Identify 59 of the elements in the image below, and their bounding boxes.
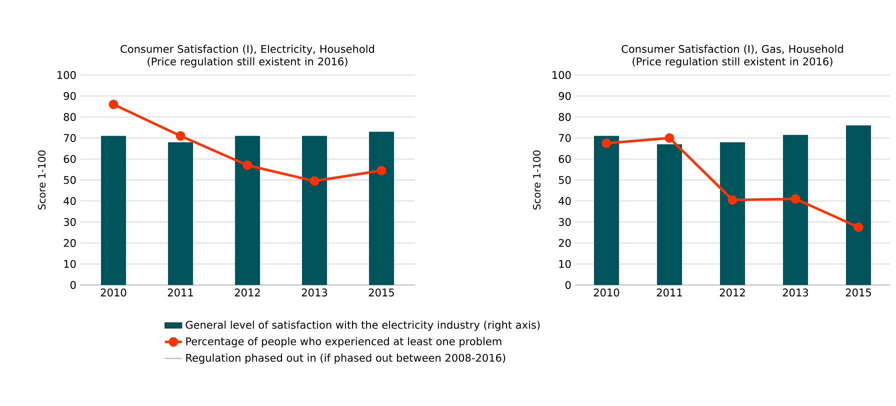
y-tick-label: 0 [565, 281, 571, 289]
chart-title: Consumer Satisfaction (I), Gas, Household (Price regulation still existent in 2016) [622, 44, 843, 68]
point [376, 166, 386, 176]
point [176, 131, 186, 141]
y-tick-label: 50 [558, 176, 571, 184]
y-tick-label: 100 [58, 71, 76, 79]
y-tick-label: 20 [558, 239, 571, 247]
x-tick-label: 2011 [168, 288, 193, 296]
legend-label: Regulation phased out in (if phased out between 2008-2016) [186, 354, 506, 364]
y-tick-label: 70 [558, 134, 571, 142]
point [664, 133, 674, 143]
y-tick-label: 80 [558, 113, 571, 121]
y-tick-label: 40 [64, 197, 76, 205]
bar [101, 136, 126, 285]
point [310, 176, 320, 186]
bar [235, 136, 260, 285]
bar [657, 144, 682, 285]
point [790, 194, 800, 204]
bar [846, 125, 871, 285]
x-tick-label: 2012 [720, 288, 745, 296]
point [108, 100, 118, 110]
x-tick-label: 2015 [368, 288, 394, 296]
y-axis-title: Score 1-100 [38, 150, 46, 210]
y-tick-label: 100 [552, 71, 571, 79]
x-tick-label: 2011 [656, 288, 682, 296]
y-tick-label: 70 [64, 134, 76, 142]
bar [720, 142, 745, 285]
y-tick-label: 0 [70, 281, 76, 289]
y-tick-label: 30 [64, 218, 76, 226]
x-tick-label: 2010 [594, 288, 620, 296]
y-axis-title: Score 1-100 [532, 150, 541, 210]
y-tick-label: 10 [64, 260, 76, 268]
y-tick-label: 30 [558, 218, 571, 226]
x-tick-label: 2015 [846, 288, 871, 296]
legend-label: Percentage of people who experienced at least one problem [186, 337, 502, 348]
x-tick-label: 2010 [100, 288, 126, 296]
point [242, 160, 252, 170]
y-tick-label: 60 [64, 155, 76, 163]
bar [168, 142, 194, 285]
y-tick-label: 20 [64, 239, 76, 247]
chart-title: Consumer Satisfaction (I), Electricity, Household (Price regulation still existent in 2016) [120, 44, 374, 68]
y-tick-label: 10 [559, 260, 571, 268]
point [854, 222, 864, 232]
y-tick-label: 90 [558, 92, 571, 100]
bar [594, 136, 620, 285]
point [728, 195, 738, 205]
y-tick-label: 60 [558, 155, 571, 163]
legend-label: General level of satisfaction with the electricity industry (right axis) [186, 320, 540, 331]
x-tick-label: 2012 [234, 288, 260, 296]
y-tick-label: 40 [558, 197, 571, 205]
y-tick-label: 80 [64, 113, 76, 121]
y-tick-label: 90 [64, 92, 76, 100]
bar [369, 132, 394, 285]
bar [302, 136, 328, 285]
y-tick-label: 50 [64, 176, 76, 184]
x-tick-label: 2013 [782, 288, 808, 296]
point [602, 138, 612, 148]
x-tick-label: 2013 [302, 288, 328, 296]
bar [782, 134, 808, 285]
